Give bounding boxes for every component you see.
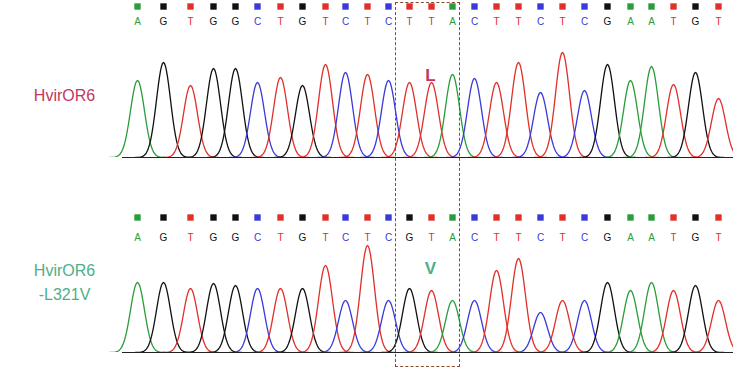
svg-text:T: T: [428, 16, 434, 27]
svg-text:G: G: [299, 16, 307, 27]
svg-text:HvirOR6-L321V: HvirOR6-L321V: [34, 262, 95, 303]
svg-text:T: T: [187, 16, 193, 27]
svg-text:C: C: [581, 16, 588, 27]
svg-text:T: T: [493, 232, 499, 243]
svg-text:G: G: [692, 16, 700, 27]
svg-text:C: C: [537, 232, 544, 243]
svg-text:A: A: [449, 16, 456, 27]
svg-text:T: T: [277, 16, 283, 27]
svg-text:C: C: [342, 232, 349, 243]
svg-text:A: A: [627, 232, 634, 243]
svg-text:A: A: [627, 16, 634, 27]
svg-text:T: T: [428, 232, 434, 243]
svg-text:G: G: [160, 232, 168, 243]
svg-text:C: C: [471, 232, 478, 243]
svg-text:G: G: [299, 232, 307, 243]
svg-text:C: C: [471, 16, 478, 27]
svg-text:A: A: [134, 232, 141, 243]
svg-text:G: G: [604, 16, 612, 27]
svg-text:G: G: [210, 16, 218, 27]
svg-text:A: A: [449, 232, 456, 243]
svg-text:G: G: [406, 232, 414, 243]
svg-text:C: C: [342, 16, 349, 27]
svg-text:G: G: [604, 232, 612, 243]
svg-text:T: T: [364, 16, 370, 27]
svg-text:C: C: [254, 232, 261, 243]
svg-text:G: G: [210, 232, 218, 243]
svg-text:V: V: [425, 259, 437, 278]
svg-text:T: T: [277, 232, 283, 243]
svg-text:T: T: [322, 16, 328, 27]
svg-text:T: T: [715, 232, 721, 243]
svg-text:C: C: [385, 232, 392, 243]
svg-text:T: T: [364, 232, 370, 243]
svg-text:C: C: [385, 16, 392, 27]
svg-text:G: G: [232, 232, 240, 243]
svg-text:T: T: [559, 16, 565, 27]
svg-text:HvirOR6: HvirOR6: [34, 87, 95, 104]
svg-text:L: L: [425, 66, 435, 85]
svg-text:G: G: [160, 16, 168, 27]
svg-text:C: C: [254, 16, 261, 27]
svg-text:A: A: [134, 16, 141, 27]
svg-text:C: C: [581, 232, 588, 243]
svg-text:G: G: [232, 16, 240, 27]
svg-text:T: T: [493, 16, 499, 27]
svg-text:T: T: [715, 16, 721, 27]
svg-text:A: A: [648, 16, 655, 27]
svg-text:T: T: [187, 232, 193, 243]
svg-text:A: A: [648, 232, 655, 243]
svg-text:T: T: [406, 16, 412, 27]
svg-text:T: T: [559, 232, 565, 243]
svg-text:T: T: [670, 16, 676, 27]
svg-text:T: T: [322, 232, 328, 243]
svg-text:C: C: [537, 16, 544, 27]
svg-text:T: T: [670, 232, 676, 243]
svg-text:T: T: [515, 232, 521, 243]
svg-text:T: T: [515, 16, 521, 27]
svg-text:G: G: [692, 232, 700, 243]
